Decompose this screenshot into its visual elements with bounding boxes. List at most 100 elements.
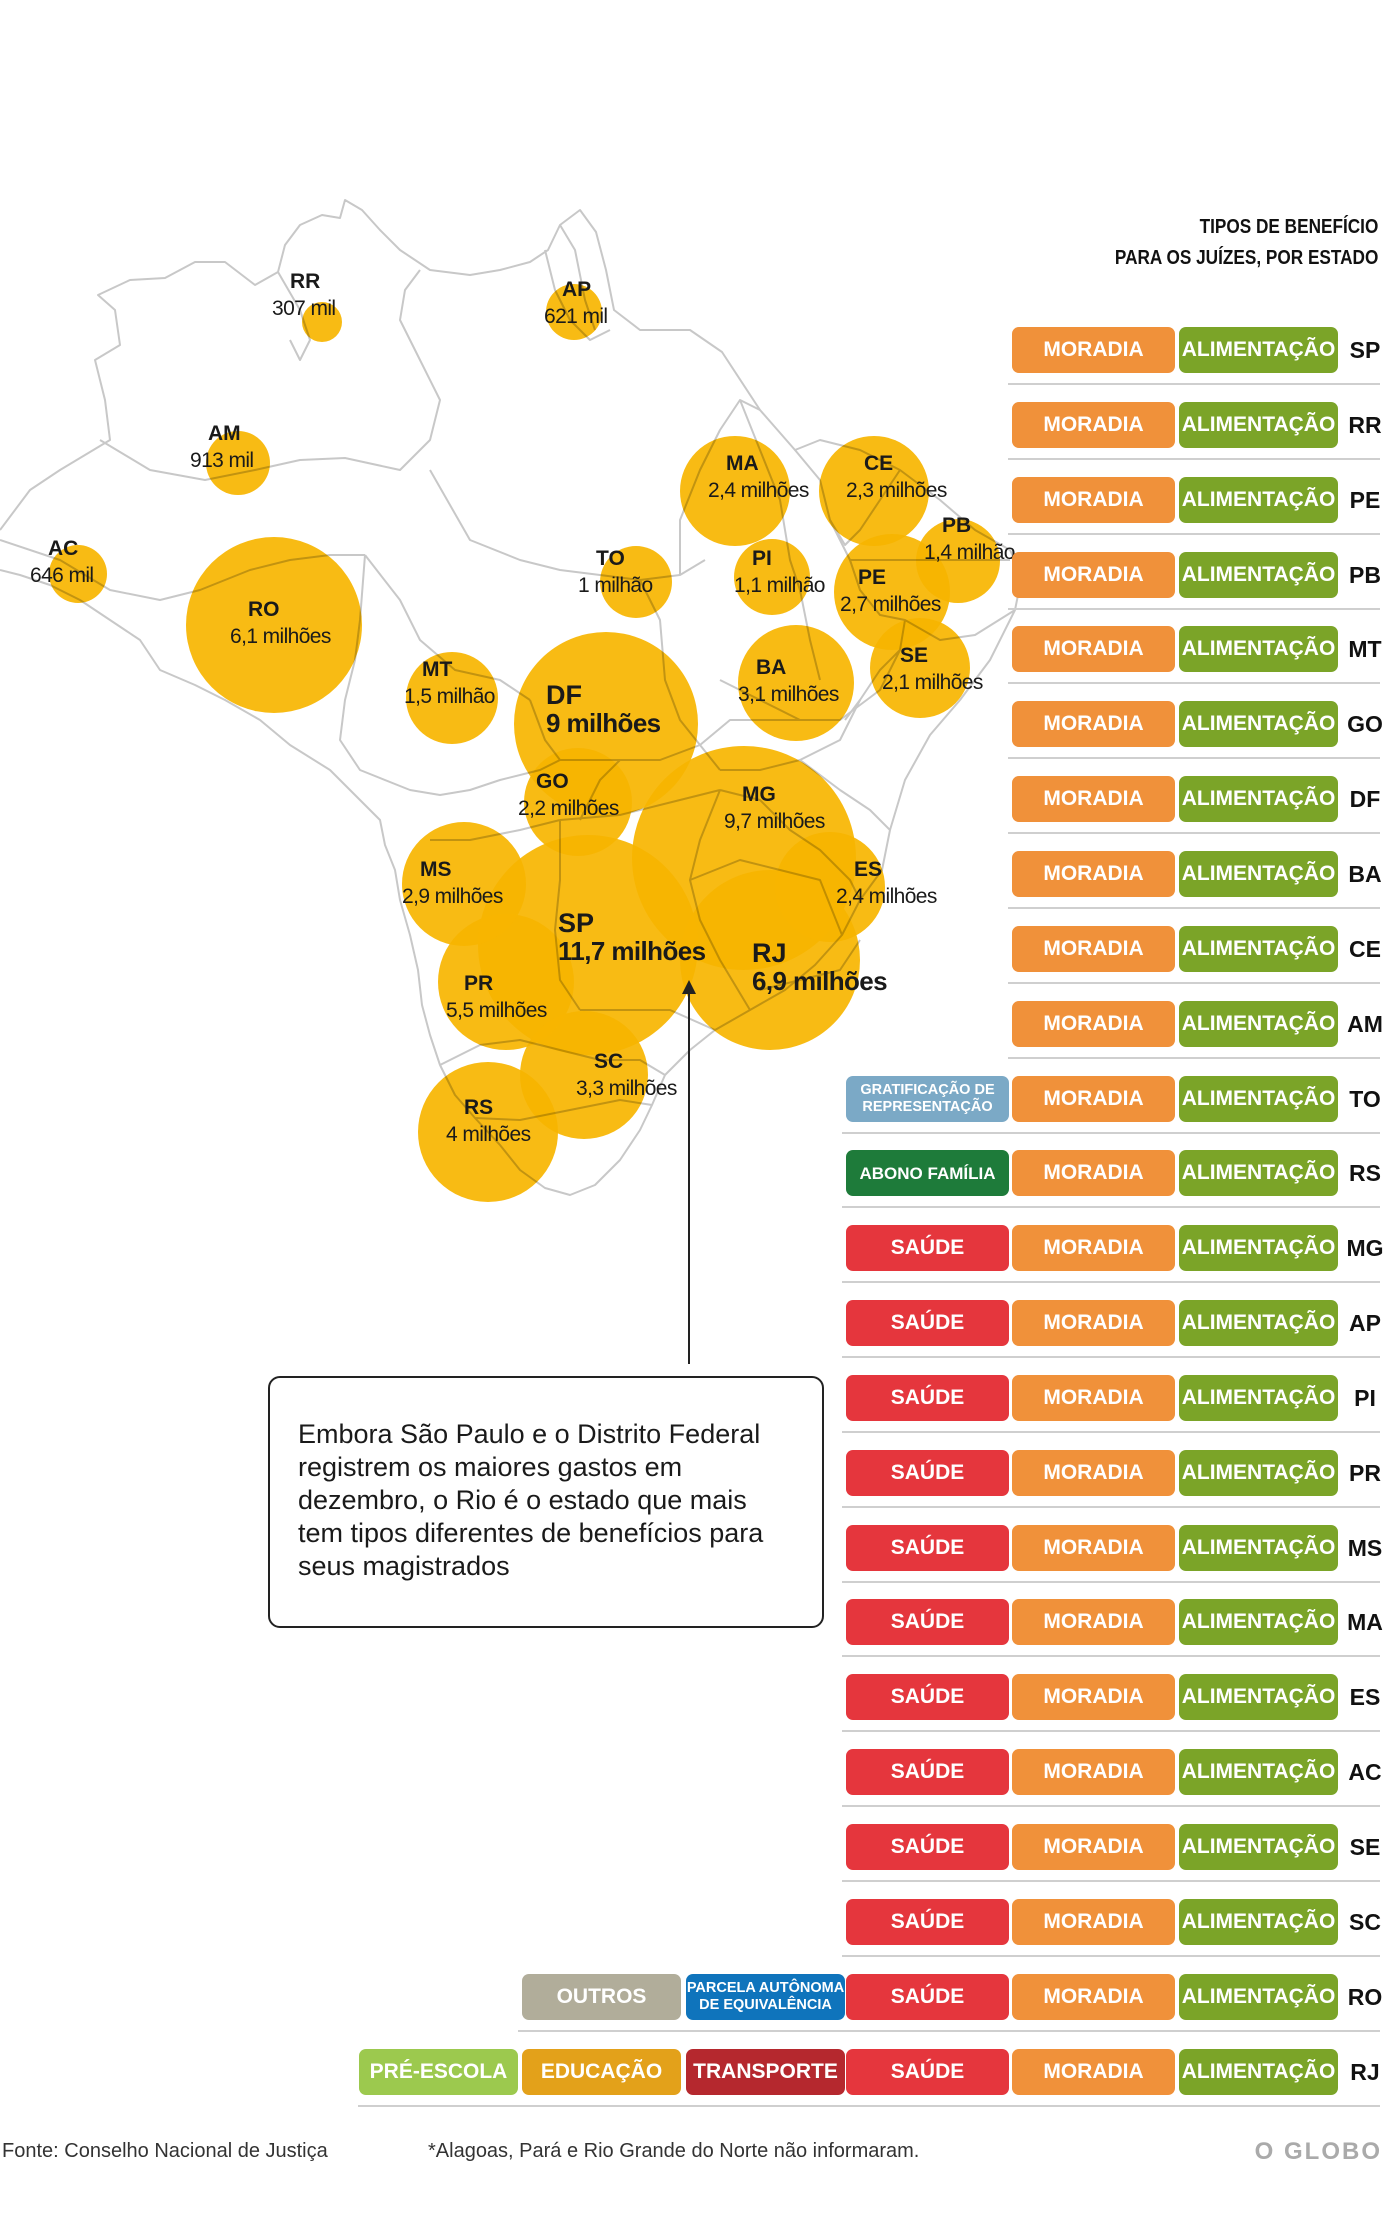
bubble-label-se-value: 2,1 milhões — [882, 671, 983, 694]
bubble-layer — [49, 284, 1000, 1202]
legend-title-line2: PARA OS JUÍZES, POR ESTADO — [1114, 247, 1378, 269]
benefit-pill-es-alimentacao: ALIMENTAÇÃO — [1179, 1674, 1338, 1720]
bubble-ce — [819, 436, 929, 546]
bubble-label-mt-value: 1,5 milhão — [404, 685, 495, 708]
benefit-pill-ms-alimentacao: ALIMENTAÇÃO — [1179, 1525, 1338, 1571]
benefit-pill-ro-parcela: PARCELA AUTÔNOMA DE EQUIVALÊNCIA — [686, 1974, 845, 2020]
benefit-pill-go-alimentacao: ALIMENTAÇÃO — [1179, 701, 1338, 747]
bubble-label-rr-uf: RR — [290, 270, 320, 293]
bubble-label-ce-uf: CE — [864, 452, 893, 475]
bubble-se — [870, 618, 970, 718]
annotation-box: Embora São Paulo e o Distrito Federal re… — [268, 1376, 824, 1628]
legend-title: TIPOS DE BENEFÍCIO PARA OS JUÍZES, POR E… — [1115, 212, 1378, 274]
bubble-label-es-value: 2,4 milhões — [836, 885, 937, 908]
bubble-ma — [680, 436, 790, 546]
benefit-pill-mg-saude: SAÚDE — [846, 1225, 1009, 1271]
bubble-label-go-value: 2,2 milhões — [518, 797, 619, 820]
benefit-pill-ro-outros: OUTROS — [522, 1974, 681, 2020]
benefit-pill-sc-alimentacao: ALIMENTAÇÃO — [1179, 1899, 1338, 1945]
benefit-row-uf-mt: MT — [1348, 635, 1382, 662]
benefit-pill-rj-educacao: EDUCAÇÃO — [522, 2049, 681, 2095]
benefit-row-uf-ce: CE — [1349, 935, 1381, 962]
row-divider — [842, 1880, 1380, 1882]
bubble-pb — [916, 519, 1000, 603]
row-divider — [518, 2030, 1380, 2032]
bubble-label-rs-value: 4 milhões — [446, 1123, 531, 1146]
bubble-mt — [406, 652, 498, 744]
benefit-pill-es-saude: SAÚDE — [846, 1674, 1009, 1720]
row-divider — [842, 1506, 1380, 1508]
bubble-label-mt-uf: MT — [422, 658, 452, 681]
benefit-row-uf-pr: PR — [1349, 1459, 1381, 1486]
benefit-row-uf-df: DF — [1349, 785, 1381, 812]
bubble-label-pr-uf: PR — [464, 972, 493, 995]
benefit-pill-ba-alimentacao: ALIMENTAÇÃO — [1179, 851, 1338, 897]
row-divider — [1008, 832, 1380, 834]
benefit-row-uf-ro: RO — [1347, 1983, 1383, 2010]
row-divider — [1008, 458, 1380, 460]
bubble-label-es-uf: ES — [854, 858, 882, 881]
bubble-label-sp-uf: SP — [558, 908, 594, 938]
bubble-label-ro-value: 6,1 milhões — [230, 625, 331, 648]
benefit-pill-se-saude: SAÚDE — [846, 1824, 1009, 1870]
benefit-pill-ro-alimentacao: ALIMENTAÇÃO — [1179, 1974, 1338, 2020]
benefit-pill-rj-transporte: TRANSPORTE — [686, 2049, 845, 2095]
bubble-label-ma-value: 2,4 milhões — [708, 479, 809, 502]
bubble-label-df-value: 9 milhões — [546, 708, 661, 738]
benefit-pill-ma-moradia: MORADIA — [1012, 1599, 1175, 1645]
benefit-pill-ac-moradia: MORADIA — [1012, 1749, 1175, 1795]
bubble-label-ms-value: 2,9 milhões — [402, 885, 503, 908]
benefit-pill-mg-moradia: MORADIA — [1012, 1225, 1175, 1271]
benefit-pill-to-gratificacao: GRATIFICAÇÃO DE REPRESENTAÇÃO — [846, 1076, 1009, 1122]
benefit-pill-ap-alimentacao: ALIMENTAÇÃO — [1179, 1300, 1338, 1346]
benefit-pill-go-moradia: MORADIA — [1012, 701, 1175, 747]
benefit-row-uf-mg: MG — [1346, 1234, 1384, 1261]
benefit-pill-se-alimentacao: ALIMENTAÇÃO — [1179, 1824, 1338, 1870]
benefit-row-uf-ma: MA — [1347, 1608, 1383, 1635]
bubble-label-sp-value: 11,7 milhões — [558, 936, 706, 966]
row-divider — [1008, 1057, 1380, 1059]
bubble-ac — [49, 545, 107, 603]
benefit-row-uf-pe: PE — [1349, 486, 1381, 513]
benefit-pill-ms-moradia: MORADIA — [1012, 1525, 1175, 1571]
bubble-label-pi-uf: PI — [752, 547, 772, 570]
row-divider — [842, 1206, 1380, 1208]
row-divider — [842, 1581, 1380, 1583]
row-divider — [842, 1730, 1380, 1732]
benefit-pill-pr-alimentacao: ALIMENTAÇÃO — [1179, 1450, 1338, 1496]
bubble-go — [524, 748, 632, 856]
bubble-label-ap-value: 621 mil — [544, 305, 608, 328]
row-divider — [1008, 383, 1380, 385]
bubble-label-ac-uf: AC — [48, 537, 78, 560]
bubble-sc — [520, 1011, 648, 1139]
row-divider — [1008, 757, 1380, 759]
benefit-pill-pr-moradia: MORADIA — [1012, 1450, 1175, 1496]
bubble-label-rj-uf: RJ — [752, 938, 787, 968]
benefit-pill-to-moradia: MORADIA — [1012, 1076, 1175, 1122]
benefit-row-uf-ba: BA — [1348, 860, 1382, 887]
benefit-row-uf-rj: RJ — [1350, 2058, 1380, 2085]
benefit-pill-ce-alimentacao: ALIMENTAÇÃO — [1179, 926, 1338, 972]
benefit-row-uf-go: GO — [1347, 710, 1383, 737]
bubble-ms — [402, 822, 526, 946]
benefit-row-uf-rr: RR — [1348, 411, 1382, 438]
benefit-row-uf-ap: AP — [1349, 1309, 1381, 1336]
benefit-pill-ap-saude: SAÚDE — [846, 1300, 1009, 1346]
footnote: *Alagoas, Pará e Rio Grande do Norte não… — [428, 2140, 920, 2162]
benefit-pill-pi-moradia: MORADIA — [1012, 1375, 1175, 1421]
row-divider — [842, 1955, 1380, 1957]
row-divider — [842, 1132, 1380, 1134]
benefit-pill-ac-saude: SAÚDE — [846, 1749, 1009, 1795]
callout-pointer — [682, 980, 696, 1364]
benefit-pill-sc-saude: SAÚDE — [846, 1899, 1009, 1945]
row-divider — [842, 1655, 1380, 1657]
bubble-label-to-value: 1 milhão — [578, 574, 653, 597]
benefit-pill-pe-alimentacao: ALIMENTAÇÃO — [1179, 477, 1338, 523]
row-divider — [842, 1431, 1380, 1433]
benefit-pill-se-moradia: MORADIA — [1012, 1824, 1175, 1870]
benefit-pill-rr-moradia: MORADIA — [1012, 402, 1175, 448]
bubble-label-pe-uf: PE — [858, 566, 886, 589]
